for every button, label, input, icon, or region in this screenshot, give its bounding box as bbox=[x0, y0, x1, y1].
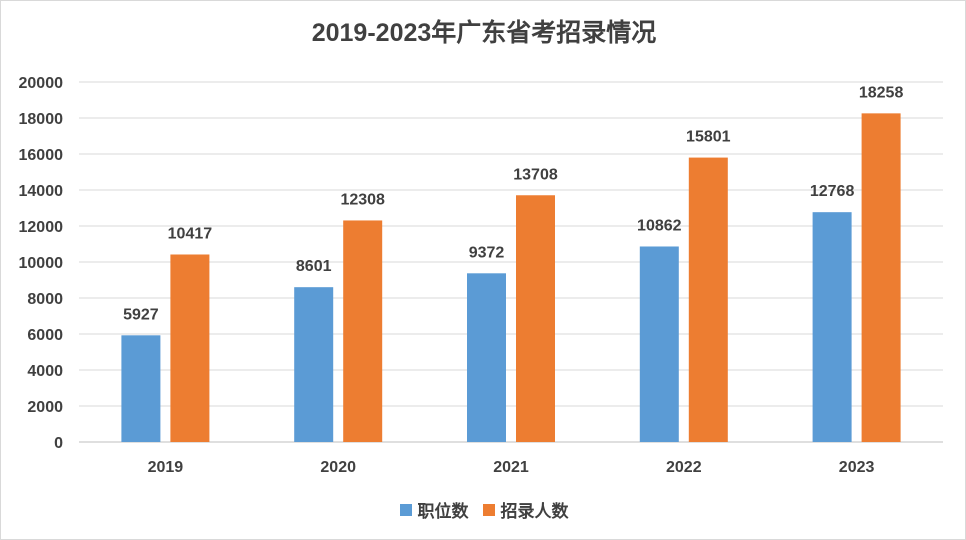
data-label-2020-recruits: 12308 bbox=[340, 191, 385, 208]
y-tick-label-10000: 10000 bbox=[19, 255, 64, 272]
data-label-2020-positions: 8601 bbox=[296, 258, 332, 275]
legend-swatch-recruits bbox=[482, 503, 495, 516]
legend-label-recruits: 招录人数 bbox=[500, 502, 569, 521]
bar-2023-positions bbox=[812, 212, 852, 442]
x-tick-label-2020: 2020 bbox=[320, 459, 356, 476]
data-label-2022-positions: 10862 bbox=[637, 217, 682, 234]
y-tick-label-0: 0 bbox=[54, 435, 63, 452]
bar-2023-recruits bbox=[861, 113, 901, 442]
data-label-2022-recruits: 15801 bbox=[686, 129, 731, 146]
bar-2022-recruits bbox=[688, 157, 728, 442]
data-label-2021-positions: 9372 bbox=[469, 244, 505, 261]
bar-2022-positions bbox=[639, 246, 679, 442]
bar-2021-recruits bbox=[516, 195, 555, 442]
data-label-2023-positions: 12768 bbox=[810, 183, 855, 200]
x-tick-label-2022: 2022 bbox=[666, 459, 702, 476]
x-tick-label-2023: 2023 bbox=[839, 459, 875, 476]
y-tick-label-8000: 8000 bbox=[27, 291, 63, 308]
chart-legend: 职位数 招录人数 bbox=[1, 497, 965, 522]
y-tick-label-16000: 16000 bbox=[19, 147, 64, 164]
bar-2020-recruits bbox=[343, 220, 383, 442]
data-label-2019-positions: 5927 bbox=[123, 306, 159, 323]
legend-entry-recruits: 招录人数 bbox=[482, 497, 569, 522]
y-tick-label-12000: 12000 bbox=[19, 219, 64, 236]
legend-label-positions: 职位数 bbox=[417, 502, 469, 521]
bar-2019-recruits bbox=[170, 254, 210, 442]
y-tick-label-18000: 18000 bbox=[19, 111, 64, 128]
data-label-2021-recruits: 13708 bbox=[513, 166, 558, 183]
y-tick-label-6000: 6000 bbox=[27, 327, 63, 344]
y-tick-label-4000: 4000 bbox=[27, 363, 63, 380]
data-label-2019-recruits: 10417 bbox=[168, 225, 213, 242]
bar-2019-positions bbox=[121, 335, 161, 442]
y-tick-label-2000: 2000 bbox=[27, 399, 63, 416]
data-label-2023-recruits: 18258 bbox=[859, 84, 904, 101]
y-tick-label-14000: 14000 bbox=[19, 183, 64, 200]
bar-2021-positions bbox=[467, 273, 506, 442]
y-tick-label-20000: 20000 bbox=[19, 75, 64, 92]
bar-2020-positions bbox=[294, 287, 334, 442]
chart-title: 2019-2023年广东省考招录情况 bbox=[311, 19, 657, 47]
x-tick-label-2021: 2021 bbox=[493, 459, 529, 476]
x-tick-label-2019: 2019 bbox=[148, 459, 184, 476]
legend-entry-positions: 职位数 bbox=[399, 497, 469, 522]
legend-swatch-positions bbox=[399, 503, 412, 516]
